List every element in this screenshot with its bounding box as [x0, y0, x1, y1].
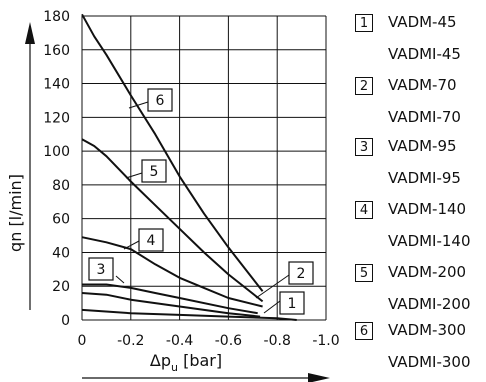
- legend-label-secondary: VADMI-70: [388, 108, 461, 126]
- series-line-4: [81, 236, 263, 308]
- callout-label-3: 3: [97, 262, 106, 278]
- callout-box-4: [138, 228, 164, 252]
- callout-leader-6: [128, 101, 149, 109]
- tick-labels: 0 20 40 60 80 100 120 140 160 180 0 -0.2 -0.4 -0.6 -0.…: [43, 9, 339, 349]
- chart-grid: [81, 15, 327, 321]
- y-axis-arrowhead: [25, 22, 35, 44]
- legend-item-2: 2: [355, 75, 373, 97]
- callout-box-1: [279, 291, 305, 315]
- series-line-2: [81, 292, 261, 318]
- y-tick-label-7: 140: [43, 77, 70, 93]
- callout-leader-3: [115, 275, 125, 284]
- legend-label-secondary: VADMI-140: [388, 232, 471, 250]
- callout-leader-2: [255, 274, 290, 299]
- callout-label-5: 5: [150, 164, 159, 180]
- series-callouts: 12 3 4 5 6: [88, 88, 314, 315]
- legend-label-primary: VADM-300: [388, 321, 467, 339]
- axis-labels: qn [l/min] Δpu [bar]: [6, 174, 222, 374]
- legend-item-4: 4: [355, 199, 373, 221]
- callout-leader-4: [123, 240, 140, 250]
- legend-label-primary: VADM-200: [388, 263, 467, 281]
- callout-label-6: 6: [156, 93, 165, 109]
- x-tick-label-5: -1.0: [312, 333, 339, 349]
- y-tick-label-5: 100: [43, 144, 70, 160]
- legend-label-primary: VADM-95: [388, 137, 457, 155]
- series-line-3: [82, 283, 258, 315]
- legend-label-primary: VADM-70: [388, 76, 457, 94]
- series-line-6: [81, 13, 264, 292]
- chart-canvas: 12 3 4 5 6 0 20 40 60 80 100 120 140 160 180 0 -0.2 -0.4…: [6, 9, 340, 382]
- legend-label-primary: VADM-45: [388, 13, 457, 31]
- y-tick-label-9: 180: [43, 9, 70, 25]
- y-tick-label-0: 0: [61, 313, 70, 329]
- y-axis-label: qn [l/min]: [6, 174, 25, 252]
- x-tick-label-2: -0.4: [166, 333, 193, 349]
- legend-number-box: 4: [355, 201, 373, 219]
- legend-number-box: 6: [355, 322, 373, 340]
- legend-label-secondary: VADMI-300: [388, 353, 471, 371]
- legend-item-5: 5: [355, 262, 373, 284]
- chart-axes: [25, 22, 330, 382]
- callout-box-5: [141, 159, 167, 183]
- y-tick-label-2: 40: [52, 245, 70, 261]
- callout-box-2: [288, 261, 314, 285]
- x-tick-label-0: 0: [78, 333, 87, 349]
- x-axis-arrowhead: [308, 373, 330, 382]
- series-line-5: [81, 138, 264, 303]
- x-tick-label-3: -0.6: [215, 333, 242, 349]
- y-tick-label-3: 60: [52, 212, 70, 228]
- callout-leader-1: [263, 300, 281, 314]
- legend-number-box: 5: [355, 264, 373, 282]
- legend-number-box: 2: [355, 77, 373, 95]
- x-tick-label-4: -0.8: [264, 333, 291, 349]
- callout-box-3: [88, 257, 114, 281]
- legend-label-secondary: VADMI-200: [388, 295, 471, 313]
- legend-number-box: 3: [355, 138, 373, 156]
- y-tick-label-8: 160: [43, 43, 70, 59]
- legend-number-box: 1: [355, 14, 373, 32]
- x-tick-label-1: -0.2: [117, 333, 144, 349]
- legend-item-1: 1: [355, 12, 373, 34]
- y-tick-label-4: 80: [52, 178, 70, 194]
- chart-series: [81, 13, 297, 321]
- legend-label-secondary: VADMI-95: [388, 169, 461, 187]
- series-line-1: [81, 308, 297, 321]
- legend-item-6: 6: [355, 320, 373, 342]
- y-tick-label-1: 20: [52, 279, 70, 295]
- callout-label-2: 2: [297, 266, 306, 282]
- legend-label-primary: VADM-140: [388, 200, 467, 218]
- callout-label-1: 1: [288, 296, 297, 312]
- callout-box-6: [147, 88, 173, 112]
- callout-label-4: 4: [147, 233, 156, 249]
- y-tick-label-6: 120: [43, 110, 70, 126]
- legend-label-secondary: VADMI-45: [388, 45, 461, 63]
- callout-leader-5: [125, 172, 143, 179]
- legend-item-3: 3: [355, 136, 373, 158]
- x-axis-label: Δpu [bar]: [150, 351, 222, 374]
- legend: 1 VADM-45 VADMI-45 2 VADM-70 VADMI-70 3 VADM-95…: [355, 0, 486, 382]
